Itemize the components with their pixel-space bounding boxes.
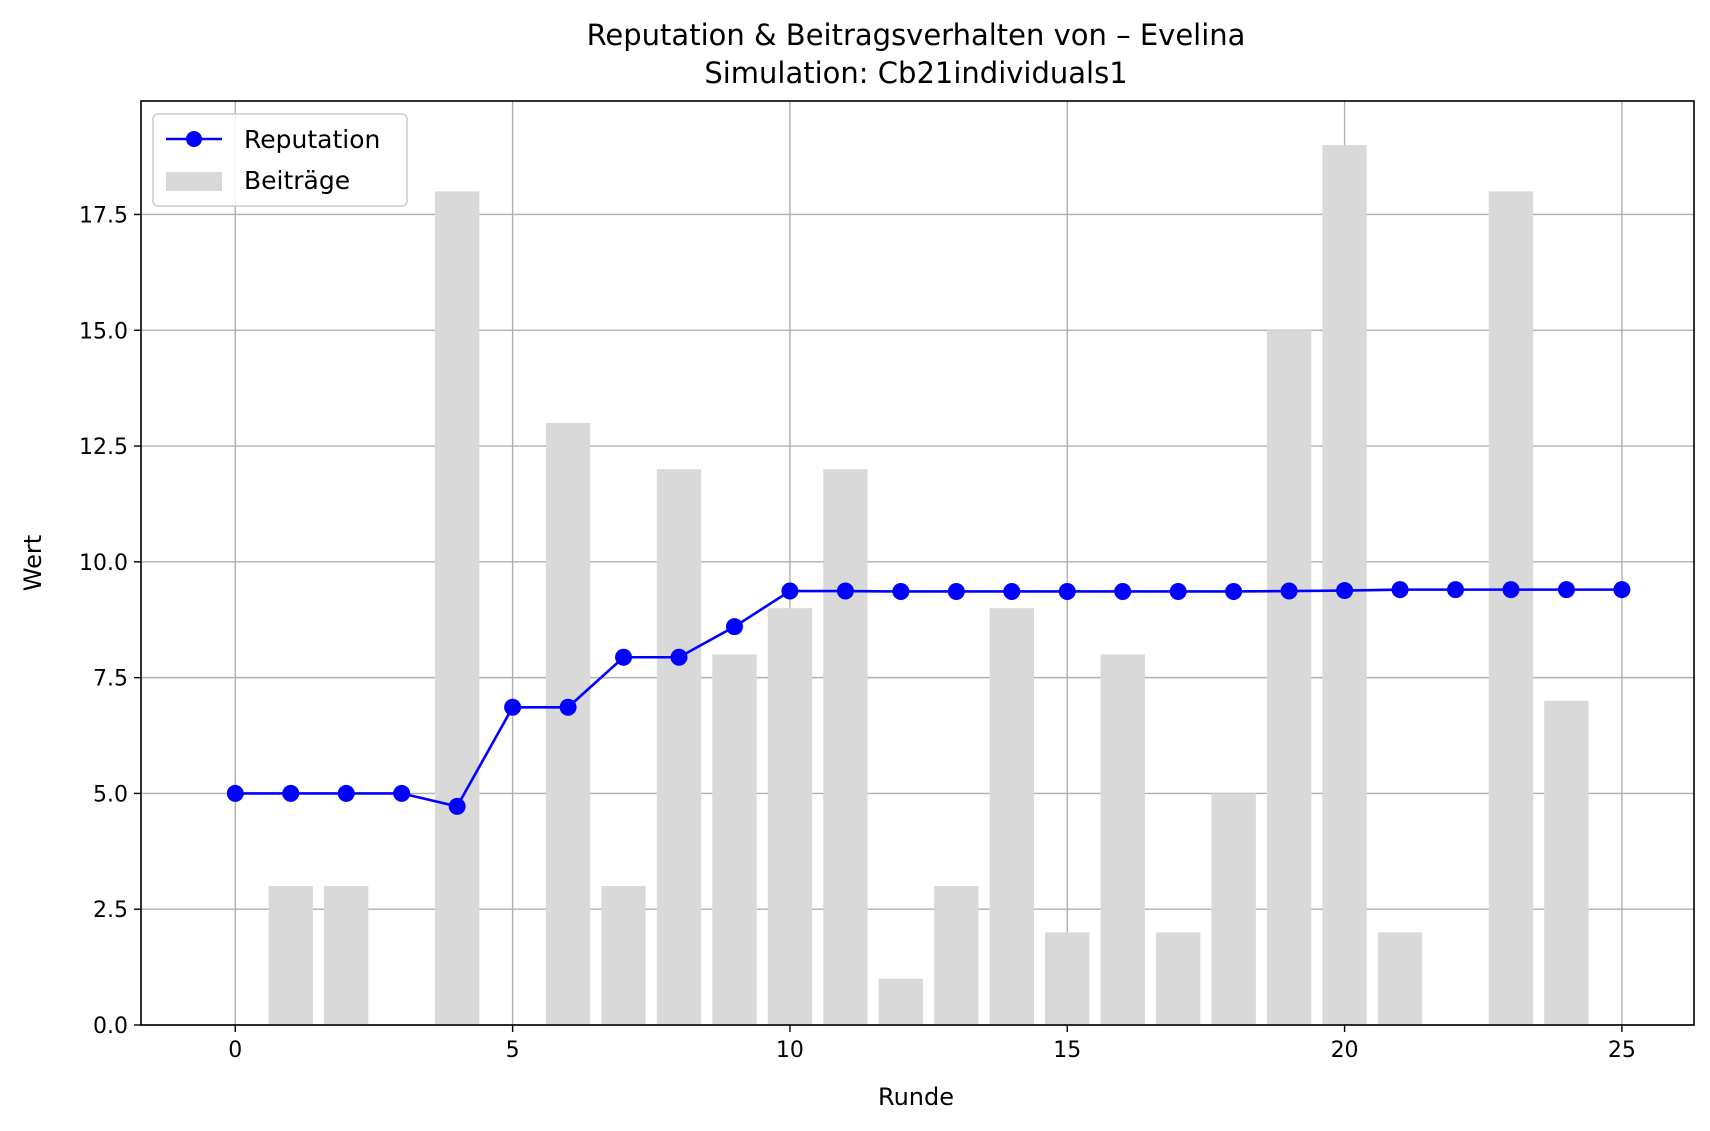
bar: [324, 886, 369, 1025]
reputation-point: [781, 582, 799, 600]
chart-title: Reputation & Beitragsverhalten von – Eve…: [587, 18, 1246, 52]
bar: [656, 469, 702, 1025]
bar: [1488, 191, 1534, 1025]
x-tick-label: 0: [228, 1038, 242, 1063]
bar: [545, 422, 591, 1025]
reputation-point: [448, 797, 466, 815]
bar: [934, 886, 979, 1025]
y-tick-label: 0.0: [93, 1014, 128, 1039]
reputation-point: [226, 784, 244, 802]
legend-reputation-label: Reputation: [244, 125, 380, 154]
reputation-line: [226, 581, 1631, 815]
x-axis: 0 5 10 15 20 25: [228, 1025, 1636, 1063]
reputation-point: [1613, 581, 1631, 599]
bar: [1544, 700, 1589, 1025]
reputation-point: [947, 582, 965, 600]
legend-beitraege-swatch-icon: [166, 172, 222, 191]
reputation-point: [1502, 581, 1520, 599]
reputation-point: [1447, 581, 1465, 599]
reputation-point: [1058, 582, 1076, 600]
reputation-point: [1280, 582, 1298, 600]
reputation-point: [337, 784, 355, 802]
bar: [1155, 932, 1201, 1025]
reputation-point: [504, 698, 522, 716]
bar: [601, 886, 646, 1025]
y-tick-label: 10.0: [79, 551, 128, 576]
y-axis: 0.0 2.5 5.0 7.5 10.0 12.5 15.0 17.5: [79, 203, 141, 1039]
y-tick-label: 15.0: [79, 319, 128, 344]
y-tick-label: 2.5: [93, 898, 128, 923]
bars: [268, 145, 1589, 1025]
bar: [767, 608, 813, 1025]
bar: [1045, 932, 1090, 1025]
reputation-point: [1114, 582, 1132, 600]
bar: [1377, 932, 1423, 1025]
reputation-point: [836, 582, 854, 600]
bar: [878, 978, 924, 1025]
x-tick-label: 25: [1608, 1038, 1636, 1063]
reputation-point: [1557, 581, 1575, 599]
x-tick-label: 5: [506, 1038, 520, 1063]
bar: [1211, 793, 1256, 1025]
reputation-point: [725, 618, 743, 636]
chart-subtitle: Simulation: Cb21individuals1: [704, 56, 1127, 90]
x-axis-label: Runde: [878, 1083, 954, 1111]
bar: [989, 608, 1034, 1025]
reputation-point: [615, 648, 633, 666]
reputation-point: [670, 648, 688, 666]
reputation-point: [892, 582, 910, 600]
bar: [268, 886, 313, 1025]
y-tick-label: 17.5: [79, 203, 128, 228]
reputation-point: [282, 784, 300, 802]
reputation-point: [393, 784, 411, 802]
reputation-point: [1391, 581, 1409, 599]
reputation-series-line: [235, 588, 1622, 808]
legend: Reputation Beiträge: [152, 113, 408, 207]
reputation-point: [1169, 582, 1187, 600]
legend-reputation-marker-icon: [186, 131, 202, 147]
reputation-point: [1225, 582, 1243, 600]
y-axis-label: Wert: [19, 535, 47, 591]
reputation-point: [559, 698, 577, 716]
legend-beitraege-label: Beiträge: [244, 166, 350, 195]
x-tick-label: 15: [1053, 1038, 1081, 1063]
bar: [1100, 654, 1145, 1025]
y-tick-label: 5.0: [93, 782, 128, 807]
reputation-point: [1003, 582, 1021, 600]
bar: [823, 469, 868, 1025]
plot-frame: [140, 100, 1695, 1026]
x-tick-label: 10: [776, 1038, 804, 1063]
y-tick-label: 12.5: [79, 435, 128, 460]
bar: [1266, 330, 1312, 1025]
x-tick-label: 20: [1331, 1038, 1359, 1063]
bar: [434, 191, 480, 1025]
y-tick-label: 7.5: [93, 667, 128, 692]
bar: [712, 654, 757, 1025]
reputation-point: [1336, 582, 1354, 600]
